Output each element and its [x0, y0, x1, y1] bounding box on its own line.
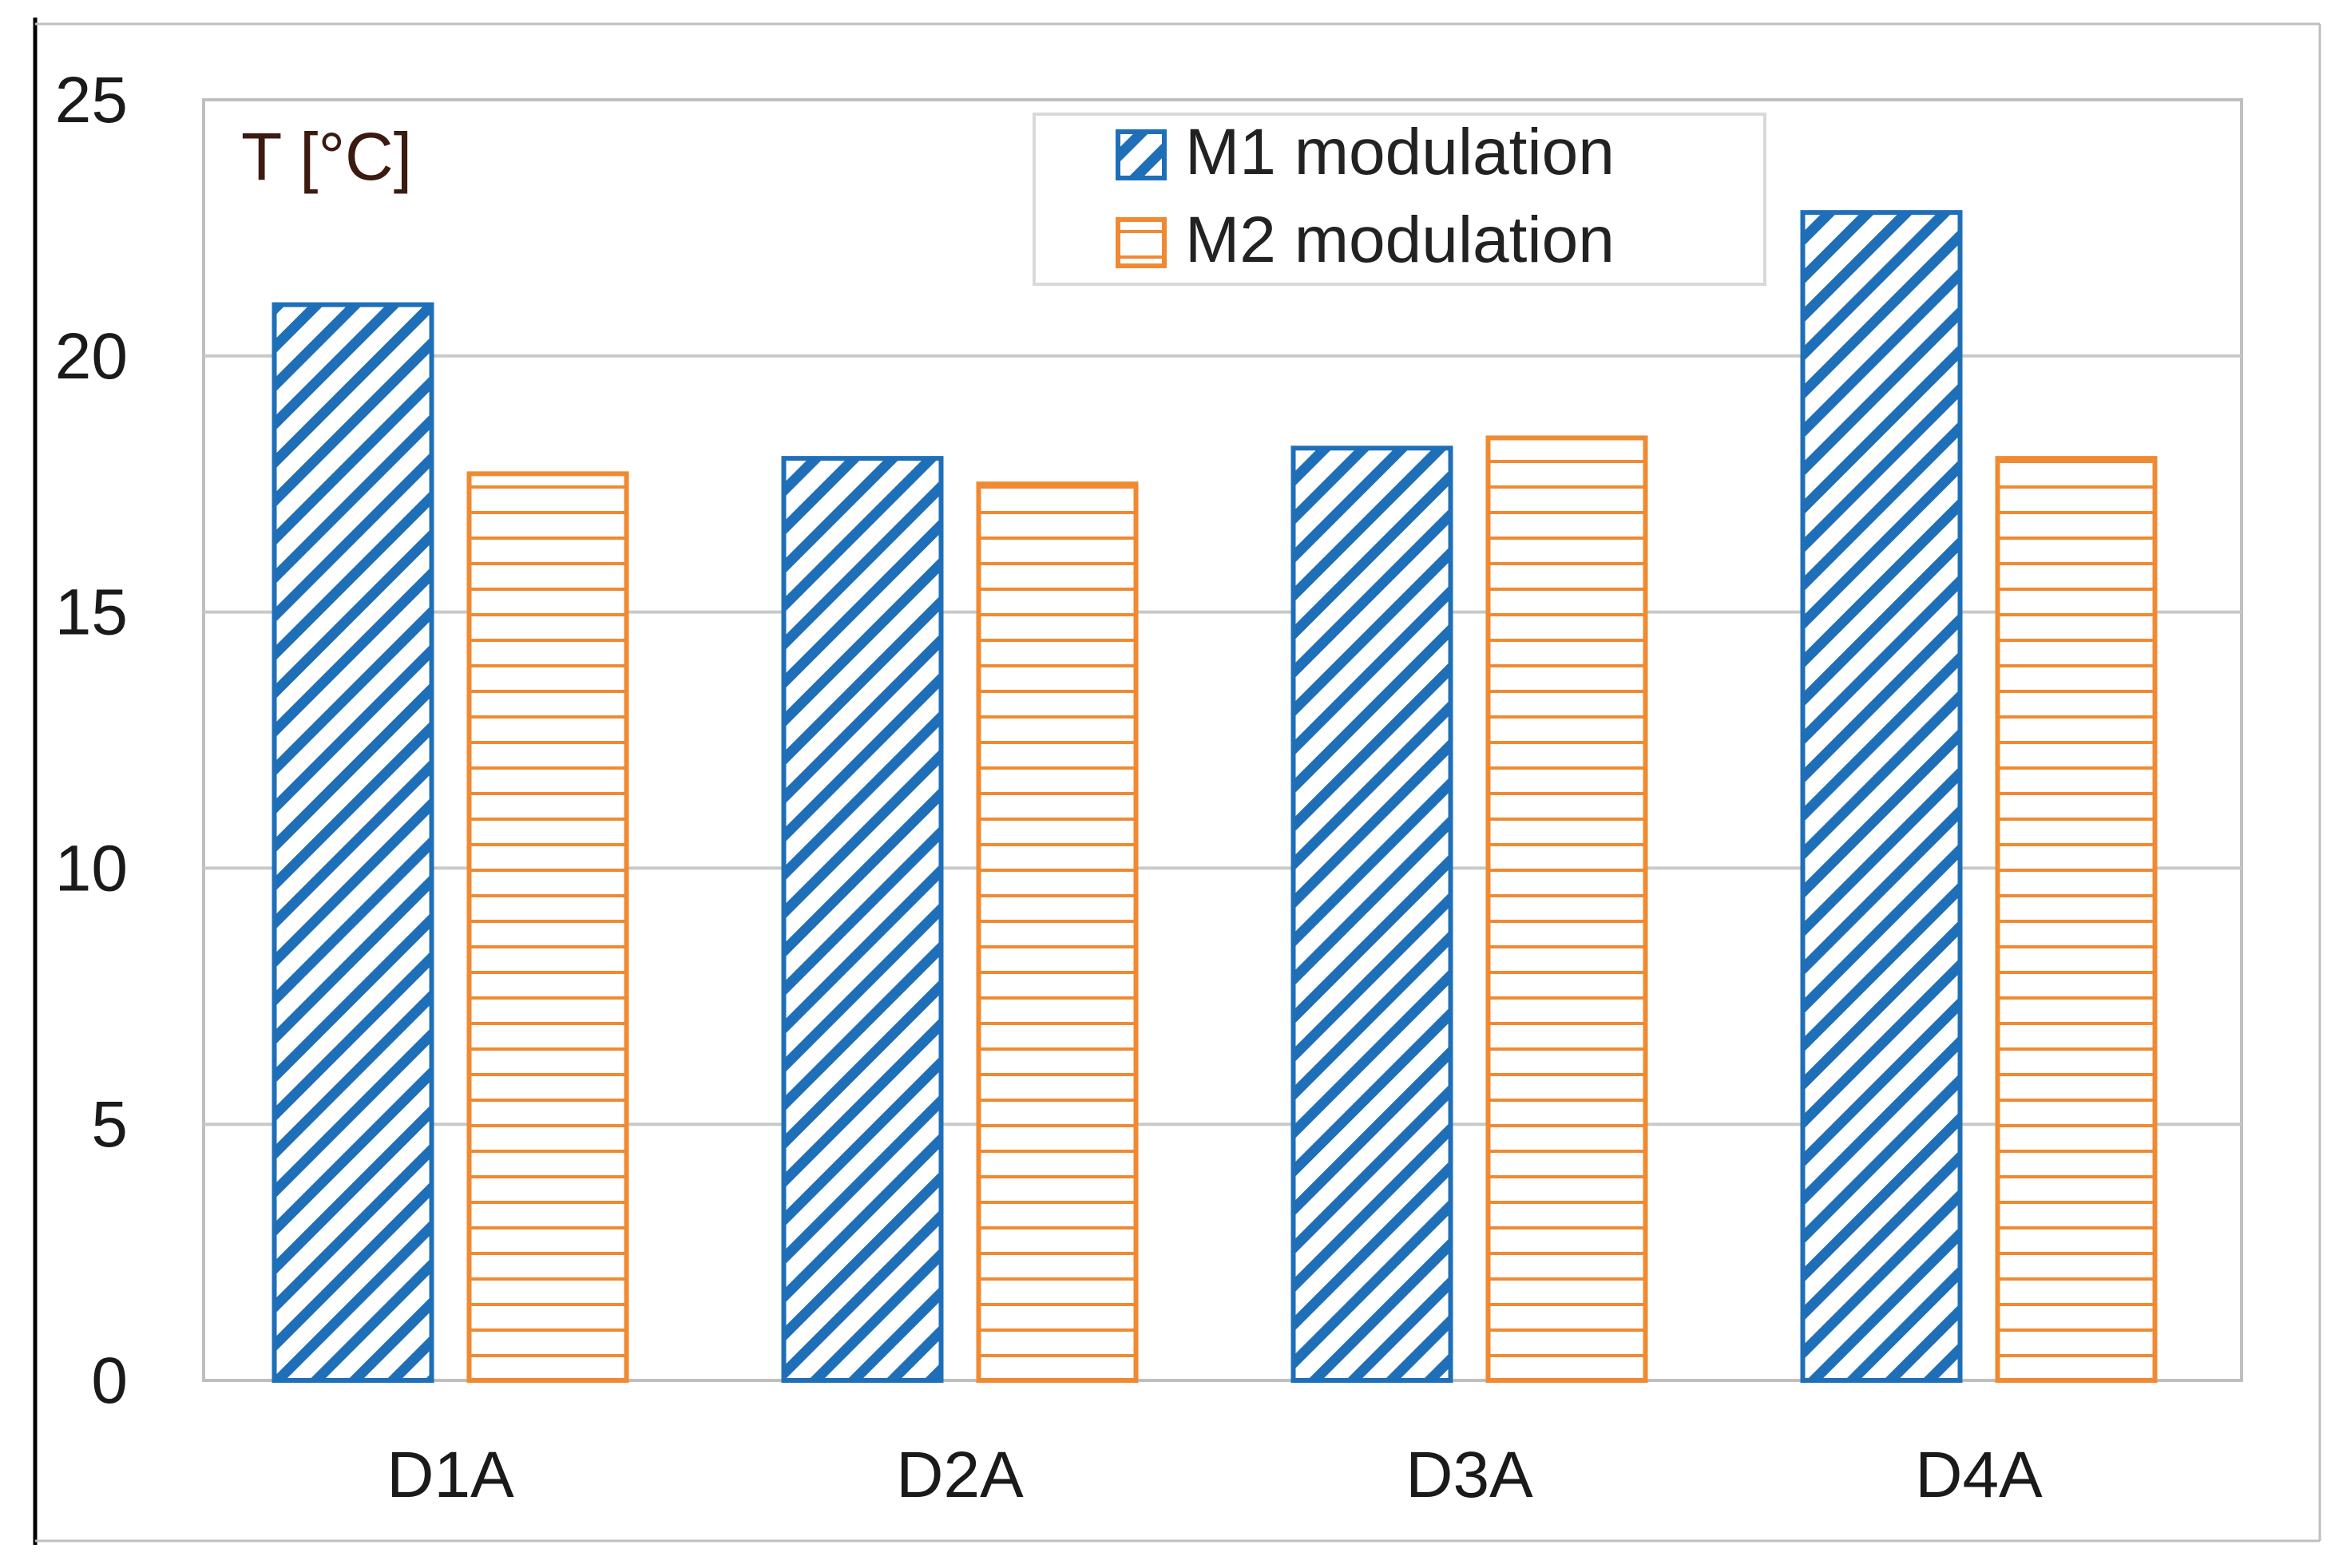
bar-m2-d1a	[466, 471, 629, 1383]
x-category-label: D3A	[1405, 1439, 1533, 1511]
legend-label-m2: M2 modulation	[1185, 204, 1615, 276]
y-tick-label: 10	[55, 832, 128, 905]
y-axis-label: T [°C]	[241, 119, 412, 194]
y-tick-label: 15	[55, 576, 128, 649]
legend-label-m1: M1 modulation	[1185, 116, 1615, 188]
x-category-label: D1A	[387, 1439, 514, 1511]
y-tick-label: 5	[91, 1088, 128, 1161]
bar-m1-d1a	[272, 302, 434, 1383]
bar-m2-d3a	[1485, 435, 1648, 1383]
bar-m1-d3a	[1290, 445, 1453, 1384]
category-labels-layer: D1A D2A D3A D4A	[387, 1439, 2043, 1511]
y-tick-label: 25	[55, 64, 128, 137]
legend-swatch-m2	[1116, 217, 1167, 268]
bars-layer	[272, 210, 2158, 1384]
x-category-label: D4A	[1915, 1439, 2043, 1511]
bar-m1-d2a	[781, 456, 944, 1383]
y-tick-label: 20	[55, 320, 128, 393]
x-category-label: D2A	[896, 1439, 1024, 1511]
legend-swatch-m1	[1116, 129, 1167, 180]
y-tick-label: 0	[91, 1344, 128, 1417]
legend: M1 modulation M2 modulation	[1033, 113, 1766, 286]
bar-m2-d2a	[976, 481, 1139, 1384]
ticks-layer: 0 5 10 15 20 25	[55, 64, 128, 1417]
bar-m2-d4a	[1995, 456, 2158, 1383]
plot-area	[202, 98, 2243, 1382]
bar-m1-d4a	[1800, 210, 1963, 1384]
